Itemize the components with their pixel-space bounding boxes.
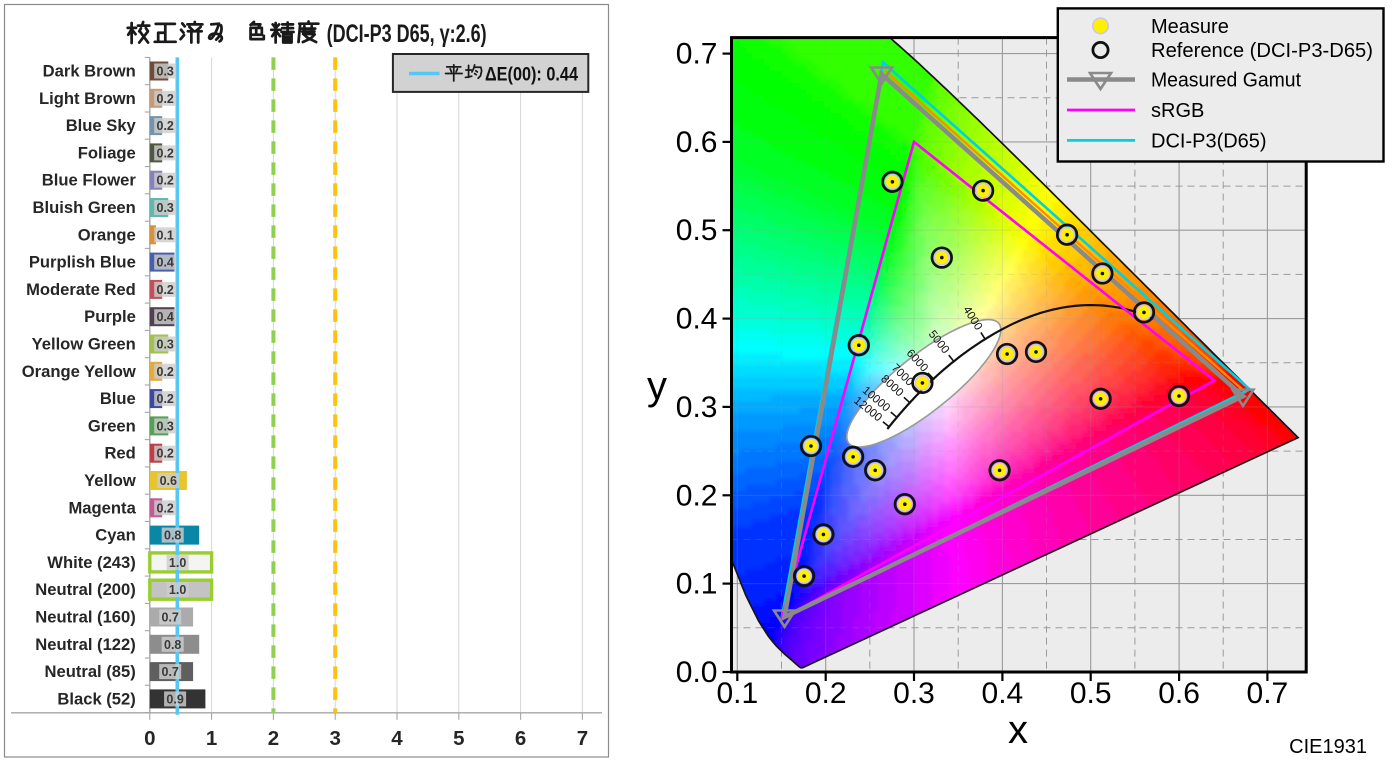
- svg-text:DCI-P3(D65): DCI-P3(D65): [1151, 130, 1267, 152]
- svg-text:0.6: 0.6: [160, 474, 177, 488]
- svg-text:Cyan: Cyan: [95, 526, 136, 545]
- svg-text:0.5: 0.5: [1070, 677, 1112, 710]
- svg-text:0.2: 0.2: [805, 677, 847, 710]
- svg-text:0.7: 0.7: [1247, 677, 1289, 710]
- svg-text:Black (52): Black (52): [57, 689, 135, 708]
- svg-text:0.1: 0.1: [716, 677, 758, 710]
- svg-text:Foliage: Foliage: [78, 143, 136, 162]
- svg-text:0.8: 0.8: [164, 638, 181, 652]
- svg-text:0.6: 0.6: [1158, 677, 1200, 710]
- svg-text:0.7: 0.7: [676, 38, 718, 71]
- svg-text:ΔE(00): 0.44: ΔE(00): 0.44: [485, 65, 578, 86]
- svg-text:Red: Red: [104, 444, 135, 463]
- svg-text:White (243): White (243): [47, 553, 136, 572]
- svg-text:Measure: Measure: [1151, 16, 1229, 38]
- svg-text:Purplish Blue: Purplish Blue: [29, 253, 136, 272]
- svg-text:Reference (DCI-P3-D65): Reference (DCI-P3-D65): [1151, 40, 1373, 62]
- svg-text:0.3: 0.3: [157, 419, 174, 433]
- svg-text:x: x: [1008, 708, 1028, 752]
- svg-text:0.2: 0.2: [676, 479, 718, 512]
- svg-text:Dark Brown: Dark Brown: [43, 62, 136, 81]
- svg-text:0.2: 0.2: [157, 119, 174, 133]
- svg-text:y: y: [647, 364, 667, 408]
- svg-text:Yellow Green: Yellow Green: [32, 335, 136, 354]
- svg-text:0.7: 0.7: [162, 665, 179, 679]
- svg-text:0.0: 0.0: [676, 656, 718, 689]
- svg-text:0: 0: [144, 727, 155, 750]
- svg-text:Blue Flower: Blue Flower: [42, 171, 137, 190]
- svg-text:CIE1931: CIE1931: [1289, 736, 1367, 758]
- svg-text:0.2: 0.2: [157, 146, 174, 160]
- svg-text:0.3: 0.3: [157, 338, 174, 352]
- svg-text:2: 2: [268, 727, 279, 750]
- svg-text:0.2: 0.2: [157, 365, 174, 379]
- svg-text:0.2: 0.2: [157, 501, 174, 515]
- svg-text:0.6: 0.6: [676, 126, 718, 159]
- svg-text:0.1: 0.1: [157, 228, 174, 242]
- svg-text:Bluish Green: Bluish Green: [33, 198, 136, 217]
- svg-text:Neutral (200): Neutral (200): [35, 580, 136, 599]
- svg-text:Orange: Orange: [78, 225, 136, 244]
- svg-text:1.0: 1.0: [169, 556, 186, 570]
- svg-text:0.2: 0.2: [157, 392, 174, 406]
- svg-text:0.2: 0.2: [157, 283, 174, 297]
- svg-text:0.3: 0.3: [676, 391, 718, 424]
- svg-text:0.4: 0.4: [157, 310, 174, 324]
- svg-text:6: 6: [515, 727, 526, 750]
- svg-text:Purple: Purple: [84, 307, 136, 326]
- svg-text:sRGB: sRGB: [1151, 100, 1204, 122]
- svg-text:1: 1: [206, 727, 217, 750]
- svg-text:0.1: 0.1: [676, 568, 718, 601]
- svg-text:Neutral (122): Neutral (122): [35, 635, 136, 654]
- svg-text:0.2: 0.2: [157, 92, 174, 106]
- svg-text:0.5: 0.5: [676, 214, 718, 247]
- svg-text:0.3: 0.3: [893, 677, 935, 710]
- svg-text:(DCI-P3 D65, γ:2.6): (DCI-P3 D65, γ:2.6): [327, 20, 487, 48]
- svg-text:0.8: 0.8: [164, 529, 181, 543]
- svg-text:1.0: 1.0: [169, 583, 186, 597]
- svg-text:0.9: 0.9: [166, 692, 183, 706]
- svg-text:Blue Sky: Blue Sky: [66, 116, 137, 135]
- svg-text:4: 4: [391, 727, 403, 750]
- svg-text:Blue: Blue: [100, 389, 136, 408]
- svg-text:0.3: 0.3: [157, 65, 174, 79]
- svg-text:Moderate Red: Moderate Red: [26, 280, 136, 299]
- svg-text:Yellow: Yellow: [84, 471, 136, 490]
- svg-text:Measured Gamut: Measured Gamut: [1151, 70, 1301, 92]
- svg-text:Neutral (160): Neutral (160): [35, 608, 136, 627]
- svg-text:7: 7: [577, 727, 588, 750]
- svg-text:Green: Green: [88, 416, 136, 435]
- svg-text:0.7: 0.7: [162, 611, 179, 625]
- svg-text:Neutral (85): Neutral (85): [45, 662, 136, 681]
- svg-text:5: 5: [453, 727, 464, 750]
- svg-text:Magenta: Magenta: [68, 498, 136, 517]
- svg-text:0.3: 0.3: [157, 201, 174, 215]
- svg-text:0.4: 0.4: [676, 303, 718, 336]
- svg-text:0.2: 0.2: [157, 447, 174, 461]
- svg-text:0.4: 0.4: [157, 256, 174, 270]
- svg-text:3: 3: [329, 727, 340, 750]
- svg-text:Light Brown: Light Brown: [39, 89, 136, 108]
- svg-text:Orange Yellow: Orange Yellow: [22, 362, 136, 381]
- svg-text:0.2: 0.2: [157, 174, 174, 188]
- svg-text:0.4: 0.4: [982, 677, 1024, 710]
